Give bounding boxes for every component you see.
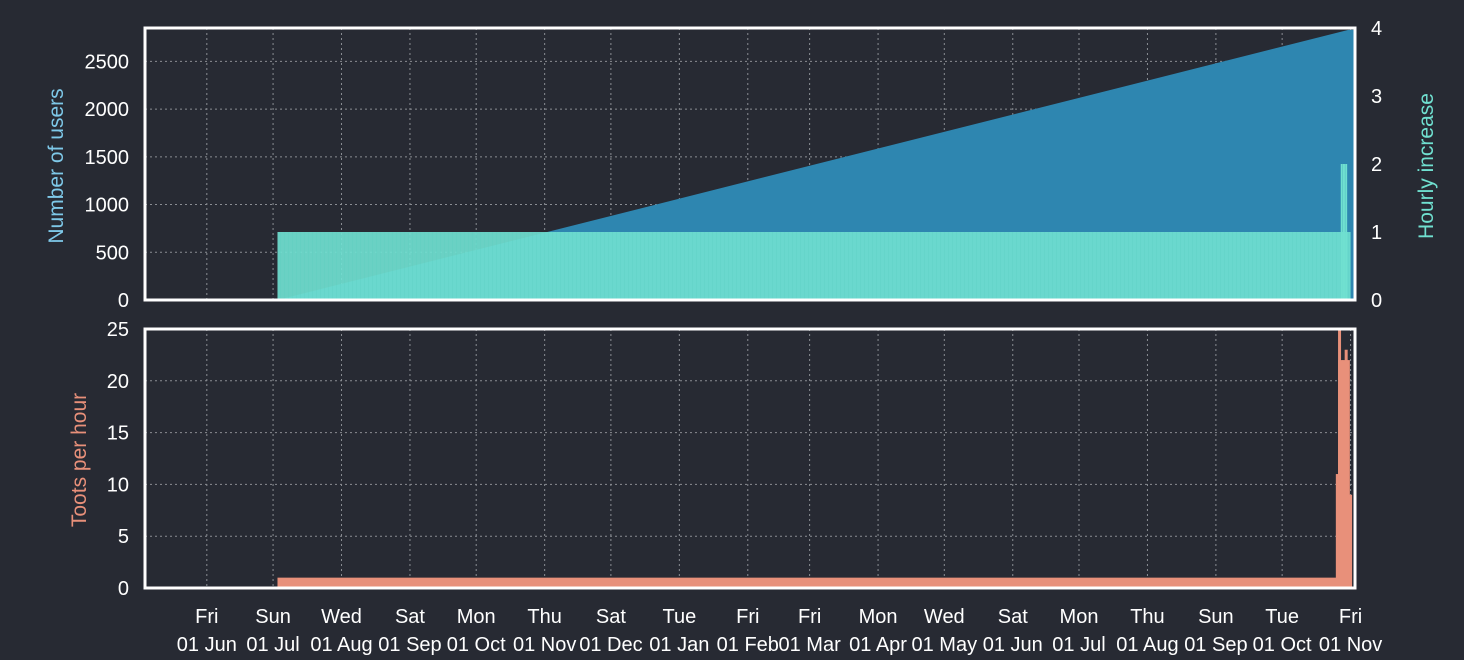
x-tick-date: 01 Nov: [513, 634, 576, 656]
toots-tick-label: 5: [118, 526, 129, 548]
x-tick-day: Fri: [736, 606, 759, 628]
bottom-panel-frame: [143, 327, 1357, 590]
x-tick-day: Mon: [1060, 606, 1099, 628]
users-tick-label: 500: [96, 242, 129, 264]
x-tick-day: Thu: [527, 606, 561, 628]
x-tick-day: Sun: [1198, 606, 1234, 628]
x-tick-day: Tue: [1265, 606, 1299, 628]
toots-spike: [1340, 360, 1344, 588]
toots-panel: 0 5 10 15 20 25: [107, 319, 1357, 600]
users-axis-label: Number of users: [45, 88, 68, 243]
users-tick-label: 2000: [85, 99, 130, 121]
x-tick-date: 01 Aug: [1116, 634, 1178, 656]
hourly-increase-bars: [277, 232, 1351, 300]
x-tick-day: Sat: [596, 606, 626, 628]
hourly-tick-label: 2: [1371, 154, 1382, 176]
users-tick-label: 1000: [85, 195, 130, 217]
toots-tick-label: 25: [107, 319, 129, 341]
toots-tick-label: 0: [118, 578, 129, 600]
x-tick-date: 01 Nov: [1319, 634, 1382, 656]
users-tick-label: 1500: [85, 147, 130, 169]
x-tick-day: Tue: [662, 606, 696, 628]
hourly-tick-label: 0: [1371, 290, 1382, 312]
x-tick-day: Fri: [798, 606, 821, 628]
x-tick-day: Fri: [195, 606, 218, 628]
x-tick-day: Mon: [457, 606, 496, 628]
users-tick-label: 2500: [85, 51, 130, 73]
toots-spike: [1338, 360, 1342, 588]
x-tick-date: 01 Mar: [778, 634, 841, 656]
x-tick-date: 01 Jan: [649, 634, 709, 656]
hourly-tick-label: 1: [1371, 222, 1382, 244]
hourly-tick-label: 3: [1371, 86, 1382, 108]
x-tick-date: 01 Jun: [177, 634, 237, 656]
users-tick-label: 0: [118, 290, 129, 312]
toots-tick-label: 15: [107, 423, 129, 445]
x-tick-day: Wed: [321, 606, 362, 628]
top-panel-frame: [143, 26, 1357, 302]
x-tick-day: Sat: [395, 606, 425, 628]
hourly-increase-axis-label: Hourly increase: [1415, 93, 1438, 239]
x-tick-day: Wed: [924, 606, 965, 628]
toots-baseline-bars: [277, 577, 1351, 588]
x-tick-day: Fri: [1339, 606, 1362, 628]
x-tick-date: 01 Dec: [579, 634, 642, 656]
hourly-tick-label: 4: [1371, 18, 1382, 40]
x-tick-day: Thu: [1130, 606, 1164, 628]
x-tick-date: 01 Oct: [1253, 634, 1312, 656]
x-tick-date: 01 Jul: [246, 634, 299, 656]
toots-axis-label: Toots per hour: [68, 393, 91, 527]
x-tick-date: 01 Aug: [310, 634, 372, 656]
toots-spike: [1342, 360, 1346, 588]
x-tick-date: 01 Sep: [378, 634, 441, 656]
toots-tick-label: 20: [107, 371, 129, 393]
x-tick-date: 01 May: [912, 634, 978, 656]
users-panel: 0 500 1000 1500 2000 2500 0 1 2 3 4: [85, 18, 1383, 312]
x-tick-date: 01 Sep: [1184, 634, 1247, 656]
x-tick-day: Sat: [998, 606, 1028, 628]
x-tick-day: Mon: [859, 606, 898, 628]
toots-dense-fill: [1337, 494, 1351, 588]
x-tick-day: Sun: [255, 606, 291, 628]
x-tick-date: 01 Jul: [1052, 634, 1105, 656]
x-tick-date: 01 Jun: [983, 634, 1043, 656]
toots-spike: [1346, 360, 1350, 588]
x-tick-date: 01 Oct: [447, 634, 506, 656]
x-tick-date: 01 Feb: [717, 634, 779, 656]
toots-tick-label: 10: [107, 474, 129, 496]
x-axis: Fri 01 Jun Sun 01 Jul Wed 01 Aug Sat 01 Sep Mon 0…: [177, 606, 1382, 656]
x-tick-date: 01 Apr: [849, 634, 907, 656]
